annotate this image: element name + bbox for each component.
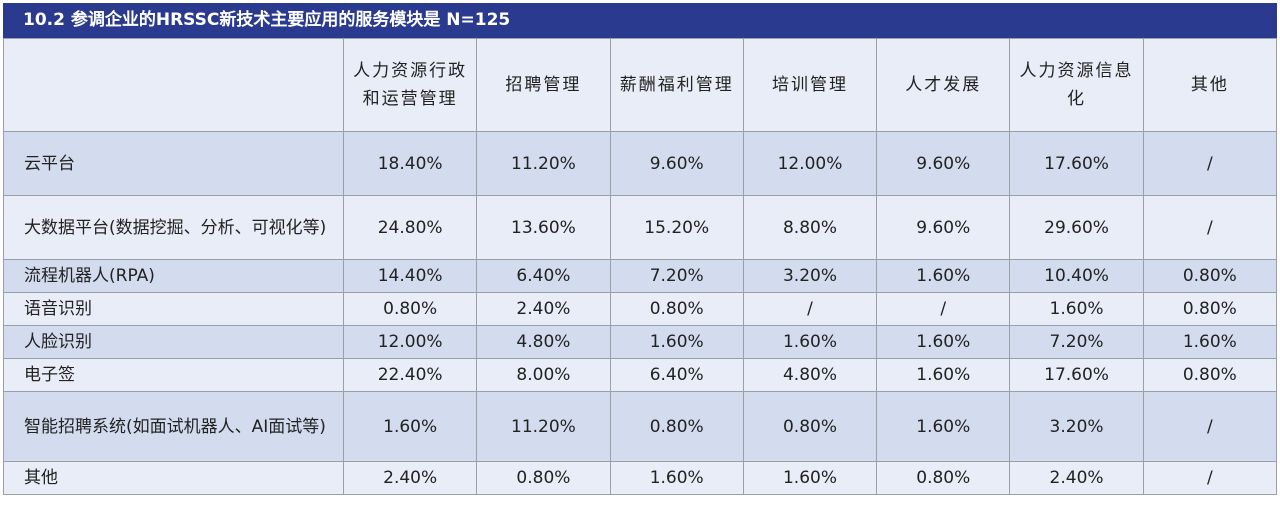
table-cell: 1.60%	[1009, 292, 1144, 326]
table-row: 智能招聘系统(如面试机器人、AI面试等) 1.60% 11.20% 0.80% 0.80…	[3, 391, 1278, 462]
table-cell: /	[876, 292, 1011, 326]
table-cell: 1.60%	[876, 325, 1011, 359]
table-cell: 14.40%	[342, 259, 478, 293]
table-cell: 3.20%	[1009, 391, 1144, 462]
table-cell: 8.00%	[476, 358, 611, 392]
table-cell: 17.60%	[1009, 131, 1144, 196]
table-cell: 1.60%	[876, 259, 1011, 293]
table-cell: 2.40%	[342, 461, 478, 495]
table-cell: 9.60%	[876, 131, 1011, 196]
table-cell: 0.80%	[1142, 292, 1278, 326]
table-cell: 22.40%	[342, 358, 478, 392]
table-cell: 6.40%	[476, 259, 611, 293]
table-cell: 11.20%	[476, 131, 611, 196]
table-cell: 0.80%	[609, 292, 744, 326]
row-label: 流程机器人(RPA)	[3, 259, 344, 293]
table-cell: 1.60%	[609, 325, 744, 359]
row-label: 人脸识别	[3, 325, 344, 359]
table-cell: 1.60%	[609, 461, 744, 495]
table-cell: 18.40%	[342, 131, 478, 196]
table-cell: 4.80%	[742, 358, 878, 392]
header-corner	[3, 38, 344, 132]
table-row: 人脸识别 12.00% 4.80% 1.60% 1.60% 1.60% 7.20% 1.60%	[3, 325, 1278, 359]
row-label: 其他	[3, 461, 344, 495]
table-cell: 6.40%	[609, 358, 744, 392]
table-cell: 1.60%	[742, 325, 878, 359]
table-cell: 1.60%	[342, 391, 478, 462]
table-title: 10.2 参调企业的HRSSC新技术主要应用的服务模块是 N=125	[3, 3, 1277, 38]
table-cell: 2.40%	[476, 292, 611, 326]
table-cell: 0.80%	[342, 292, 478, 326]
table-cell: 13.60%	[476, 195, 611, 260]
table-cell: 8.80%	[742, 195, 878, 260]
column-header: 人力资源信息化	[1009, 38, 1144, 132]
table-row: 云平台 18.40% 11.20% 9.60% 12.00% 9.60% 17.60% /	[3, 131, 1278, 196]
table-row: 大数据平台(数据挖掘、分析、可视化等) 24.80% 13.60% 15.20% 8.8…	[3, 195, 1278, 260]
table-cell: 1.60%	[742, 461, 878, 495]
row-label: 电子签	[3, 358, 344, 392]
table-cell: 0.80%	[476, 461, 611, 495]
table-cell: 0.80%	[876, 461, 1011, 495]
table-cell: 17.60%	[1009, 358, 1144, 392]
table-cell: /	[1142, 391, 1278, 462]
table-cell: 7.20%	[609, 259, 744, 293]
table-cell: 0.80%	[1142, 358, 1278, 392]
table-cell: 4.80%	[476, 325, 611, 359]
column-header: 招聘管理	[476, 38, 611, 132]
row-label: 大数据平台(数据挖掘、分析、可视化等)	[3, 195, 344, 260]
table-cell: 9.60%	[609, 131, 744, 196]
row-label: 智能招聘系统(如面试机器人、AI面试等)	[3, 391, 344, 462]
table-cell: 0.80%	[1142, 259, 1278, 293]
table-cell: 24.80%	[342, 195, 478, 260]
table-cell: 0.80%	[609, 391, 744, 462]
row-label: 云平台	[3, 131, 344, 196]
table-cell: 29.60%	[1009, 195, 1144, 260]
table-row: 电子签 22.40% 8.00% 6.40% 4.80% 1.60% 17.60% 0.80%	[3, 358, 1278, 392]
table-row: 其他 2.40% 0.80% 1.60% 1.60% 0.80% 2.40% /	[3, 461, 1278, 495]
header-row: 人力资源行政和运营管理 招聘管理 薪酬福利管理 培训管理 人才发展 人力资源信息化 其他	[3, 38, 1278, 132]
table-cell: 12.00%	[342, 325, 478, 359]
table-cell: 11.20%	[476, 391, 611, 462]
table-row: 流程机器人(RPA) 14.40% 6.40% 7.20% 3.20% 1.60% 10.4…	[3, 259, 1278, 293]
table-cell: 3.20%	[742, 259, 878, 293]
table-cell: 10.40%	[1009, 259, 1144, 293]
table-cell: 0.80%	[742, 391, 878, 462]
column-header: 培训管理	[742, 38, 878, 132]
row-label: 语音识别	[3, 292, 344, 326]
column-header: 其他	[1142, 38, 1278, 132]
table-figure: 10.2 参调企业的HRSSC新技术主要应用的服务模块是 N=125 人力资源行…	[3, 3, 1278, 495]
table-cell: /	[1142, 131, 1278, 196]
data-table: 人力资源行政和运营管理 招聘管理 薪酬福利管理 培训管理 人才发展 人力资源信息化 其他 云…	[3, 38, 1278, 495]
table-cell: 2.40%	[1009, 461, 1144, 495]
table-cell: 7.20%	[1009, 325, 1144, 359]
table-cell: 1.60%	[1142, 325, 1278, 359]
table-cell: /	[1142, 461, 1278, 495]
table-cell: /	[1142, 195, 1278, 260]
table-cell: 12.00%	[742, 131, 878, 196]
table-cell: 1.60%	[876, 358, 1011, 392]
table-cell: /	[742, 292, 878, 326]
table-row: 语音识别 0.80% 2.40% 0.80% //1.60% 0.80%	[3, 292, 1278, 326]
column-header: 薪酬福利管理	[609, 38, 744, 132]
column-header: 人才发展	[876, 38, 1011, 132]
table-cell: 1.60%	[876, 391, 1011, 462]
table-cell: 9.60%	[876, 195, 1011, 260]
table-cell: 15.20%	[609, 195, 744, 260]
column-header: 人力资源行政和运营管理	[342, 38, 478, 132]
